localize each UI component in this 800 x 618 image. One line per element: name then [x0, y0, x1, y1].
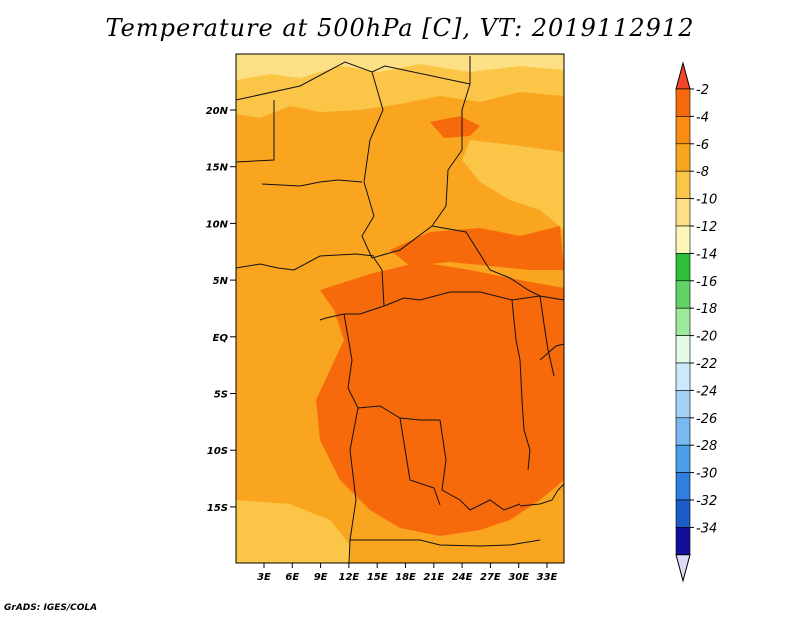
colorbar-label: -10 — [696, 193, 717, 208]
lon-label: 27E — [480, 572, 501, 583]
colorbar-label: -30 — [696, 467, 717, 482]
colorbar-swatch — [675, 307, 691, 336]
lon-label: 18E — [395, 572, 416, 583]
colorbar-swatch — [675, 170, 691, 199]
colorbar-swatch — [675, 362, 691, 391]
colorbar-label: -24 — [696, 384, 717, 399]
colorbar-swatch — [675, 472, 691, 501]
colorbar-swatch — [675, 390, 691, 419]
lat-label: 5N — [213, 276, 229, 287]
colorbar-swatch — [675, 335, 691, 364]
cool-region-east — [462, 140, 564, 230]
lon-label: 15E — [367, 572, 388, 583]
warm-region-top — [430, 116, 480, 138]
colorbar-bottom-arrow — [675, 554, 691, 583]
map-panel — [235, 53, 565, 564]
colorbar-label: -20 — [696, 330, 717, 345]
colorbar-top-arrow — [675, 61, 691, 90]
lon-label: 6E — [285, 572, 299, 583]
lat-label: 20N — [206, 106, 229, 117]
colorbar-label: -8 — [696, 165, 709, 180]
colorbar: -2 -4 -6 -8 -10 -12 -14 -16 -18 -20 -22 -24 -26 -28 -3… — [675, 61, 717, 583]
colorbar-label: -6 — [696, 138, 709, 153]
lon-label: 21E — [423, 572, 444, 583]
colorbar-swatch — [675, 225, 691, 254]
colorbar-label: -26 — [696, 412, 717, 427]
lon-label: 3E — [257, 572, 271, 583]
colorbar-label: -18 — [696, 302, 717, 317]
colorbar-swatch — [675, 116, 691, 145]
lat-label: EQ — [213, 333, 229, 344]
lat-label: 10S — [207, 446, 228, 457]
cooler-region-north — [236, 54, 564, 80]
axis-ticks — [230, 109, 548, 568]
colorbar-label: -12 — [696, 220, 717, 235]
lon-label: 24E — [452, 572, 473, 583]
longitude-labels: 3E 6E 9E 12E 15E 18E 21E 24E 27E 30E 33E — [257, 572, 557, 583]
colorbar-swatch — [675, 198, 691, 227]
warm-region-northeast — [390, 226, 564, 270]
colorbar-swatch — [675, 143, 691, 172]
map-frame — [235, 53, 565, 564]
colorbar-label: -16 — [696, 275, 717, 290]
colorbar-label: -2 — [696, 83, 709, 98]
colorbar-swatch — [675, 417, 691, 446]
warm-region-central — [316, 262, 564, 536]
lat-label: 15S — [207, 503, 228, 514]
latitude-labels: 20N 15N 10N 5N EQ 5S 10S 15S — [206, 106, 229, 514]
country-borders — [235, 56, 565, 564]
colorbar-swatch — [675, 527, 691, 556]
credit-text: GrADS: IGES/COLA — [4, 603, 98, 613]
lat-label: 10N — [206, 219, 229, 230]
colorbar-swatch — [675, 280, 691, 309]
map-title: Temperature at 500hPa [C], VT: 201911291… — [105, 14, 695, 42]
colorbar-label: -28 — [696, 439, 717, 454]
colorbar-label: -32 — [696, 494, 717, 509]
colorbar-swatch — [675, 88, 691, 117]
lat-label: 5S — [214, 390, 228, 401]
colorbar-label: -22 — [696, 357, 717, 372]
colorbar-label: -4 — [696, 110, 709, 125]
lon-label: 30E — [508, 572, 529, 583]
colorbar-swatch — [675, 444, 691, 473]
cool-region-southwest — [236, 500, 350, 563]
colorbar-label: -14 — [696, 247, 717, 262]
lon-label: 12E — [339, 572, 360, 583]
colorbar-label: -34 — [696, 521, 717, 536]
lon-label: 9E — [314, 572, 328, 583]
colorbar-swatch — [675, 499, 691, 528]
colorbar-swatch — [675, 253, 691, 282]
lat-label: 15N — [206, 163, 229, 174]
lon-label: 33E — [537, 572, 558, 583]
